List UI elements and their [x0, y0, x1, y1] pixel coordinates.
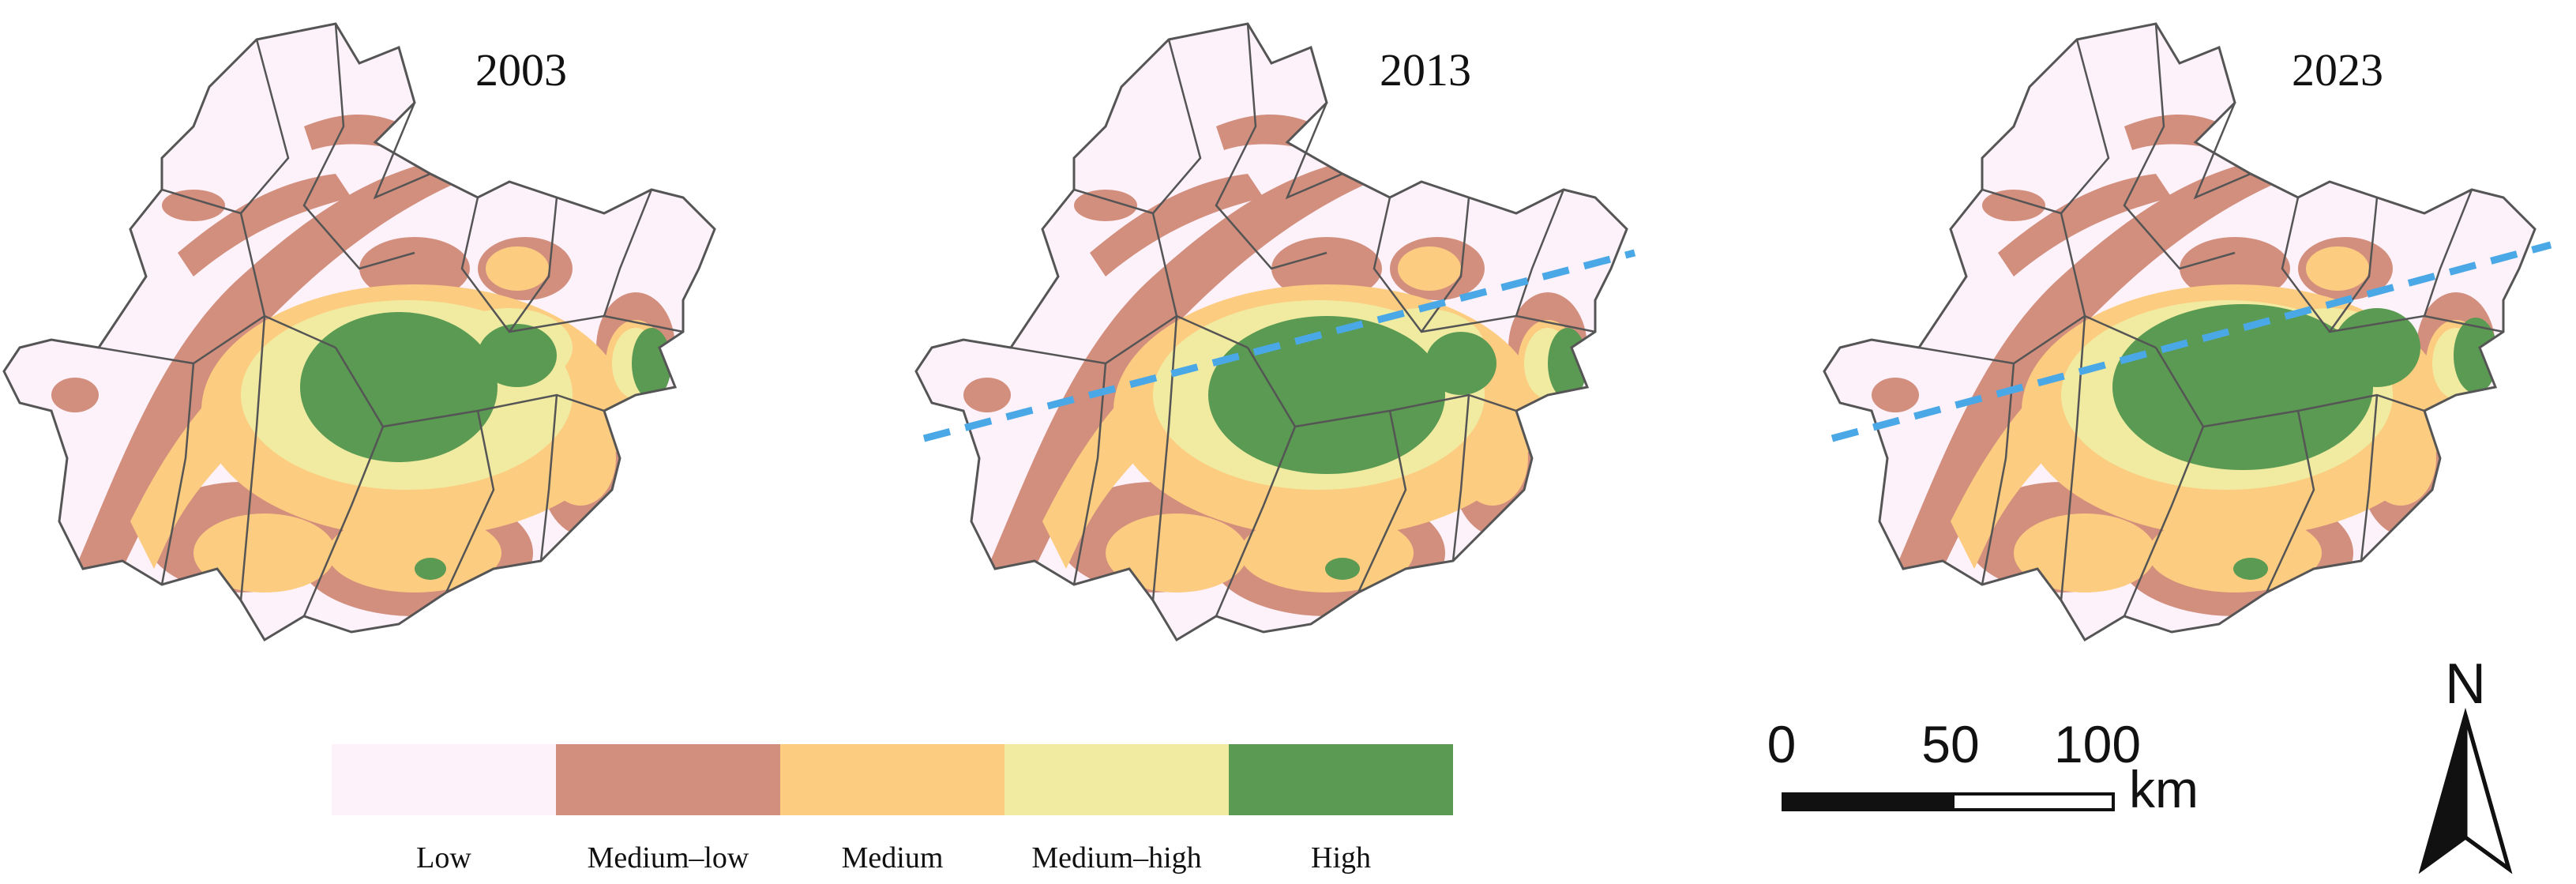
scale-tick-0: 0 — [1767, 715, 1797, 773]
legend-label-5: High — [1311, 841, 1371, 875]
map-panel-2023 — [1823, 22, 2552, 641]
scale-bar-white-segment — [1951, 792, 2115, 811]
county-boundary-9 — [160, 363, 195, 585]
county-boundaries — [1010, 23, 1596, 617]
zone-high-2 — [1425, 332, 1496, 395]
north-arrow: N — [2418, 653, 2513, 875]
divider-line — [1831, 241, 2552, 442]
county-boundary-2 — [2123, 23, 2236, 270]
county-boundary-11 — [1451, 394, 1470, 562]
county-boundary-12 — [2328, 197, 2379, 333]
county-boundary-11 — [2360, 394, 2379, 562]
county-boundary-12 — [508, 197, 558, 333]
year-label-2013: 2013 — [1380, 44, 1471, 96]
county-boundary-14 — [1285, 102, 1343, 200]
county-boundary-7 — [2123, 426, 2205, 617]
county-boundary-8 — [2265, 410, 2315, 593]
county-boundary-9 — [1981, 363, 2015, 585]
zone-high-2 — [478, 324, 557, 387]
scale-tick-100: 100 — [2054, 715, 2141, 773]
scale-bar-outline — [1782, 792, 2115, 811]
county-boundary-13 — [2423, 189, 2473, 317]
county-boundary-2 — [1215, 23, 1327, 270]
zone-high-1 — [300, 312, 498, 462]
county-boundary-1 — [1151, 39, 1202, 317]
map-panel-2003 — [2, 22, 716, 641]
county-boundary-10 — [239, 315, 266, 601]
county-boundary-10 — [1151, 315, 1178, 601]
legend-label-4: Medium–high — [1031, 841, 1201, 875]
legend-swatch-2 — [556, 744, 780, 815]
legend-swatch-5 — [1229, 744, 1453, 815]
county-boundary-14 — [2193, 102, 2251, 200]
county-boundary-1 — [2060, 39, 2110, 317]
county-boundary-4 — [1918, 314, 2157, 365]
zone-high-3 — [2454, 318, 2498, 393]
zone-high-4 — [415, 558, 446, 580]
legend-label-1: Low — [416, 841, 471, 875]
county-boundary-7 — [1215, 426, 1297, 617]
county-boundary-8 — [1357, 410, 1407, 593]
county-boundary-13 — [1515, 189, 1565, 317]
legend-label-3: Medium — [842, 841, 944, 875]
scale-bar-black-segment — [1783, 794, 1953, 810]
county-boundary-2 — [302, 23, 415, 270]
county-boundary-4 — [98, 314, 336, 365]
zone-high-1 — [1208, 316, 1445, 474]
county-boundary-13 — [603, 189, 653, 317]
county-boundary-7 — [302, 426, 385, 617]
county-boundaries — [1918, 23, 2504, 617]
county-boundary-3 — [1981, 188, 2062, 215]
scale-bar: 0 50 100 km — [1767, 715, 2199, 818]
county-boundary-3 — [161, 188, 242, 215]
county-boundary-11 — [539, 394, 558, 562]
legend-swatch-4 — [1004, 744, 1229, 815]
county-boundary-1 — [239, 39, 290, 317]
zone-high-1 — [2112, 304, 2373, 470]
map-panel-2013 — [914, 22, 1636, 641]
scale-unit: km — [2129, 760, 2199, 818]
suitability-layers — [51, 115, 675, 616]
scale-tick-50: 50 — [1921, 715, 1979, 773]
north-arrow-icon — [2418, 707, 2513, 875]
divider-line — [922, 249, 1636, 442]
county-boundary-14 — [373, 102, 431, 200]
zone-high-4 — [1325, 558, 1360, 580]
county-boundary-3 — [1073, 188, 1154, 215]
north-label: N — [2445, 653, 2486, 716]
legend-swatch-3 — [780, 744, 1004, 815]
year-label-2023: 2023 — [2292, 44, 2383, 96]
county-boundary-8 — [445, 410, 495, 593]
year-label-2003: 2003 — [475, 44, 567, 96]
zone-high-2 — [2334, 308, 2420, 387]
legend: Low Medium–low Medium Medium–high High — [332, 744, 1453, 875]
county-boundary-4 — [1010, 314, 1249, 365]
county-boundary-10 — [2060, 315, 2086, 601]
legend-swatch-1 — [332, 744, 556, 815]
county-boundaries — [98, 23, 684, 617]
legend-label-2: Medium–low — [588, 841, 749, 875]
suitability-layers — [1872, 115, 2498, 616]
zone-high-4 — [2233, 558, 2268, 580]
county-boundary-12 — [1420, 197, 1470, 333]
